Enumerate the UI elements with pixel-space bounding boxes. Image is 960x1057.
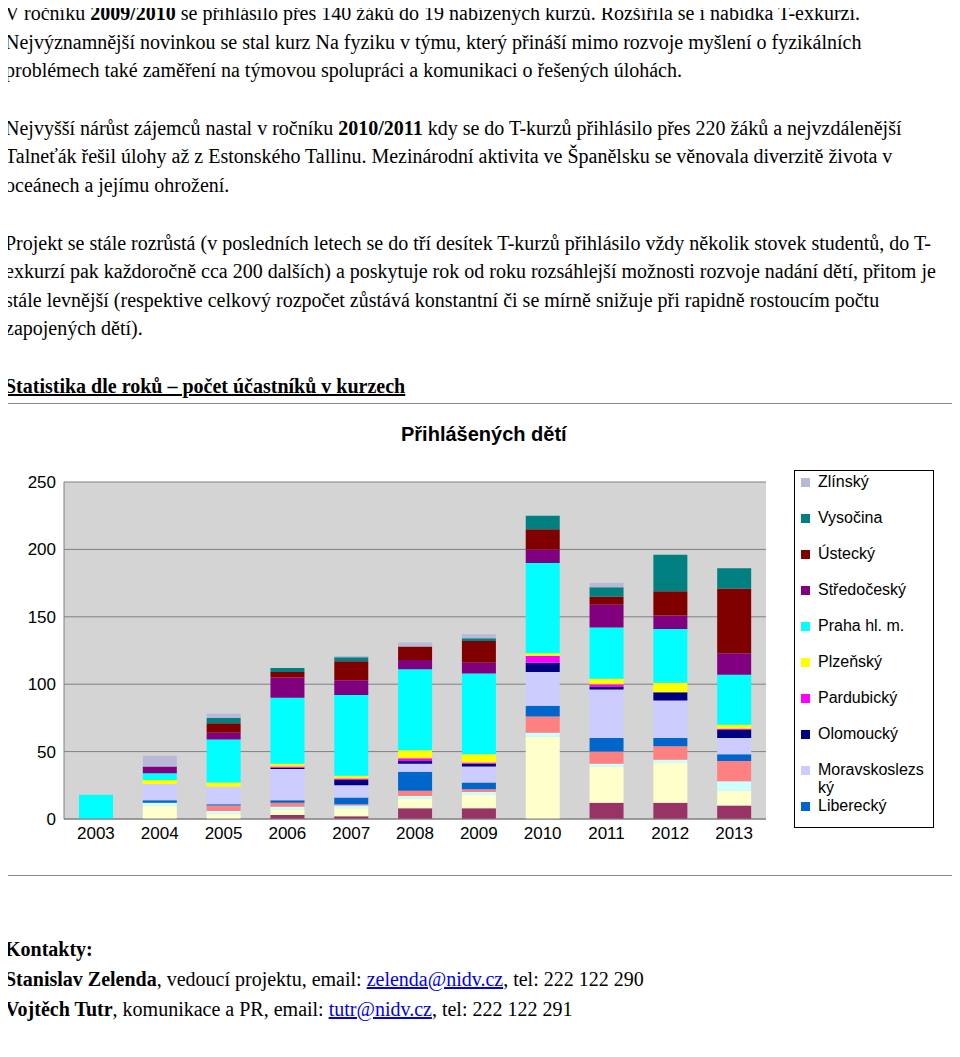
html-text:Projekt se stále rozrůstá (v p: Projekt se stále rozrůstá (v posledních …	[5, 231, 936, 340]
html-text:Plzeňský: Plzeňský	[818, 652, 882, 670]
svg-text:0: 0	[47, 810, 56, 829]
html-text:Moravskoslezský: Moravskoslezský	[818, 760, 924, 796]
svg-text:2010: 2010	[524, 824, 562, 843]
html-text:Vysočina: Vysočina	[818, 508, 883, 526]
svg-text:200: 200	[28, 540, 56, 559]
html-text:Stanislav Zelenda, vedoucí pro: Stanislav Zelenda, vedoucí projektu, ema…	[5, 967, 644, 990]
html-text:Praha hl. m.: Praha hl. m.	[818, 616, 905, 634]
svg-text:100: 100	[28, 675, 56, 694]
html-text:Ústecký: Ústecký	[818, 544, 875, 562]
svg-text:2013: 2013	[715, 824, 753, 843]
svg-text:2012: 2012	[651, 824, 689, 843]
svg-text:250: 250	[28, 473, 56, 492]
html-text:Liberecký: Liberecký	[818, 796, 887, 814]
svg-text:2009: 2009	[460, 824, 498, 843]
html-text:V ročníku 2009/2010 se přihlás: V ročníku 2009/2010 se přihlásilo přes 1…	[5, 2, 862, 82]
svg-text:50: 50	[37, 742, 56, 761]
svg-text:2008: 2008	[396, 824, 434, 843]
svg-text:2005: 2005	[205, 824, 243, 843]
html-text:Vojtěch Tutr, komunikace a PR,: Vojtěch Tutr, komunikace a PR, email: tu…	[5, 997, 573, 1020]
svg-text:2011: 2011	[588, 824, 625, 843]
html-text:Olomoucký: Olomoucký	[818, 724, 898, 742]
html-text:Přihlášených dětí: Přihlášených dětí	[401, 422, 567, 445]
html-text:Nejvyšší nárůst zájemců nastal: Nejvyšší nárůst zájemců nastal v ročníku…	[5, 116, 902, 196]
html-text:Pardubický: Pardubický	[818, 688, 898, 706]
svg-text:150: 150	[28, 607, 56, 626]
svg-text:2003: 2003	[77, 824, 115, 843]
svg-text:2007: 2007	[332, 824, 370, 843]
svg-text:2006: 2006	[268, 824, 306, 843]
html-text:Statistika dle roků – počet úč: Statistika dle roků – počet účastníků v …	[5, 374, 406, 397]
svg-text:2004: 2004	[141, 824, 179, 843]
html-text:Kontakty:: Kontakty:	[5, 937, 93, 960]
html-text:Zlínský: Zlínský	[818, 472, 869, 490]
html-text:Středočeský: Středočeský	[818, 580, 906, 598]
